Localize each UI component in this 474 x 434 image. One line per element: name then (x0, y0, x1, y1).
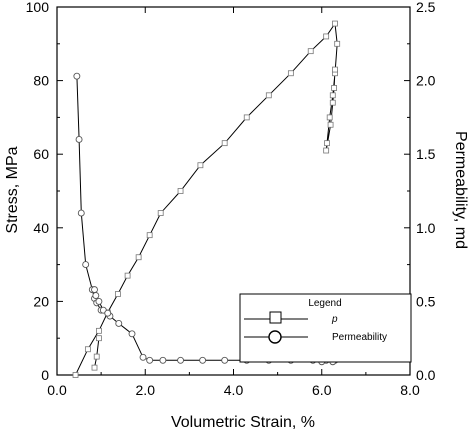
data-point-square (93, 353, 100, 360)
x-tick-label: 4.0 (224, 382, 244, 398)
series-line-3 (94, 338, 100, 368)
data-point-circle (115, 320, 123, 327)
data-point-square (265, 92, 272, 99)
legend-label-p: p (331, 314, 338, 325)
data-point-circle (104, 309, 112, 317)
legend-marker-circle (268, 330, 282, 344)
data-point-circle (73, 72, 81, 80)
y-left-tick-label: 20 (33, 293, 49, 309)
series-line-0 (75, 22, 338, 376)
data-point-square (326, 114, 333, 121)
y-right-tick-label: 1.0 (416, 220, 436, 236)
data-point-square (329, 92, 336, 99)
y-right-tick-label: 2.5 (416, 0, 436, 15)
legend-title: Legend (308, 298, 341, 309)
data-point-circle (91, 286, 98, 294)
data-point-circle (221, 356, 229, 364)
data-point-square (96, 327, 102, 334)
data-point-square (197, 162, 204, 169)
data-point-square (157, 210, 164, 216)
legend: Legend p Permeability (239, 293, 412, 363)
data-point-square (332, 20, 338, 27)
data-point-square (307, 48, 314, 55)
data-point-square (124, 272, 131, 279)
y-left-tick-label: 60 (33, 146, 49, 162)
data-point-square (96, 335, 102, 342)
x-axis-title: Volumetric Strain, % (171, 414, 315, 431)
legend-box (239, 293, 412, 363)
legend-label-permeability: Permeability (332, 332, 387, 343)
data-point-square (323, 33, 330, 40)
data-point-circle (82, 261, 90, 269)
y-left-tick-label: 40 (33, 220, 49, 236)
y-axis-title-left: Stress, MPa (4, 146, 21, 233)
data-point-square (323, 147, 330, 154)
data-point-circle (95, 297, 103, 305)
data-point-circle (177, 356, 185, 364)
y-right-tick-label: 0.0 (416, 367, 436, 383)
x-tick-label: 2.0 (136, 382, 156, 398)
data-point-circle (139, 353, 147, 361)
data-point-square (243, 114, 250, 121)
data-point-circle (146, 356, 154, 364)
data-point-square (135, 254, 142, 261)
data-point-square (329, 99, 336, 106)
data-point-square (91, 364, 98, 371)
x-tick-label: 8.0 (400, 382, 420, 398)
y-right-tick-label: 2.0 (416, 73, 436, 89)
data-point-square (334, 40, 341, 47)
y-left-tick-label: 80 (33, 73, 49, 89)
legend-marker-square (269, 311, 282, 324)
data-point-circle (159, 356, 167, 364)
data-point-square (221, 140, 228, 147)
data-point-square (287, 70, 294, 77)
x-tick-label: 0.0 (47, 382, 67, 398)
data-point-circle (75, 136, 83, 143)
data-point-square (331, 85, 338, 91)
data-point-square (146, 232, 153, 239)
data-point-square (177, 188, 184, 194)
y-right-tick-label: 0.5 (416, 293, 436, 309)
data-point-square (332, 66, 338, 73)
data-point-square (84, 346, 91, 353)
data-point-circle (77, 209, 85, 217)
y-right-tick-label: 1.5 (416, 146, 436, 162)
y-axis-title-right: Permeability, md (452, 131, 469, 249)
axis-ticks: 0.0 2.0 4.0 6.0 8.0 0 20 40 60 80 100 0.0 0.5 1.0 1.5 2… (26, 0, 436, 398)
data-point-square (324, 140, 330, 147)
data-point-circle (199, 356, 207, 364)
data-point-square (327, 121, 334, 128)
x-tick-label: 6.0 (312, 382, 332, 398)
data-point-square (72, 372, 79, 378)
y-left-tick-label: 100 (26, 0, 50, 15)
data-point-square (114, 291, 121, 297)
data-point-circle (128, 330, 136, 338)
data-point-circle (92, 292, 100, 299)
y-left-tick-label: 0 (41, 367, 49, 383)
